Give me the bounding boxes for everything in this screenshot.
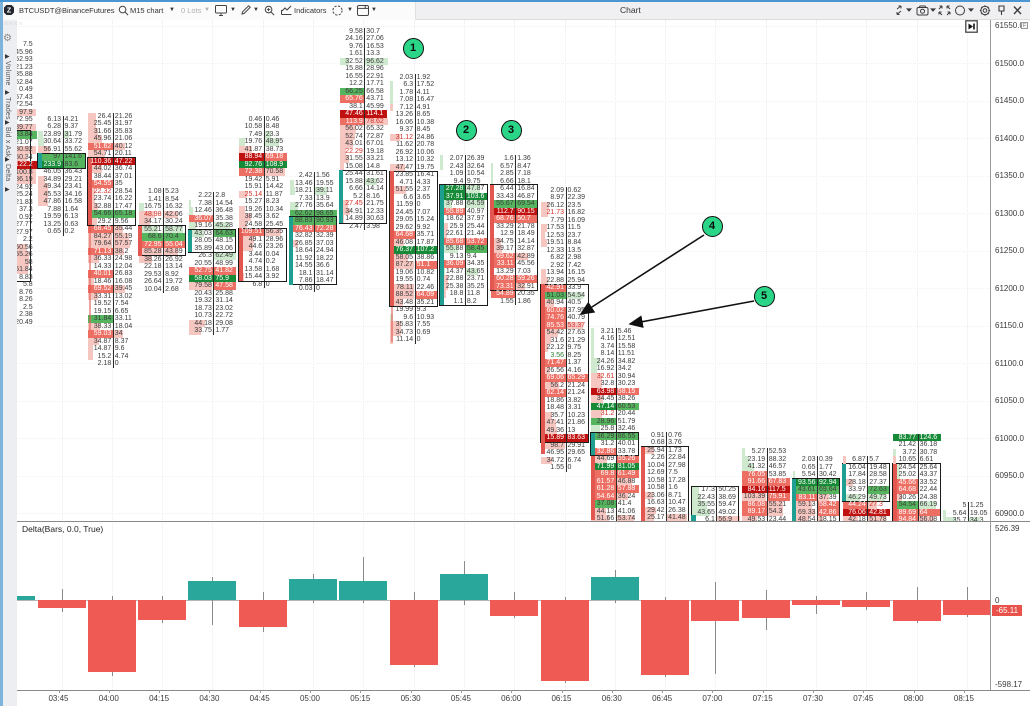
svg-text:Z: Z	[7, 8, 12, 15]
